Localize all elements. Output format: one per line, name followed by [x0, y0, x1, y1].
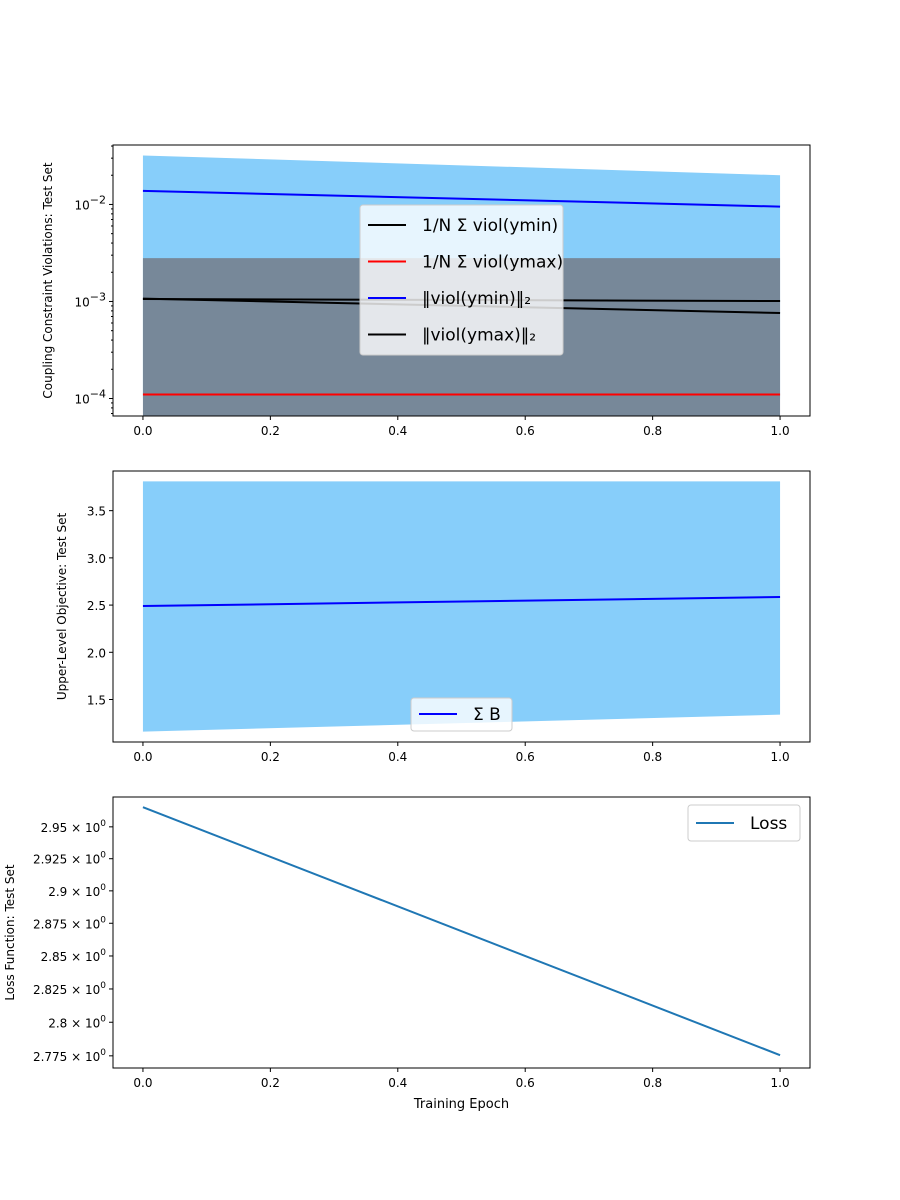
y-tick-label: 1.5	[87, 694, 106, 708]
x-tick-label: 0.8	[643, 424, 662, 438]
series-line-2	[142, 189, 781, 208]
legend-label: ‖viol(ymin)‖₂	[422, 289, 531, 309]
y-tick-label: 3.0	[87, 552, 106, 566]
band-0	[142, 481, 781, 732]
x-tick-label: 0.0	[133, 1076, 152, 1090]
y-ticks: 1.5 2.0 2.5 3.0 3.5	[87, 505, 113, 708]
legend-label: 1/N Σ viol(ymax)	[422, 253, 563, 273]
x-axis-label: Training Epoch	[413, 1097, 509, 1112]
legend-label: ‖viol(ymax)‖₂	[422, 326, 536, 346]
x-tick-label: 1.0	[771, 750, 790, 764]
series-line-0	[142, 596, 781, 608]
legend-label: 1/N Σ viol(ymin)	[422, 216, 558, 236]
y-tick-label: 10−2	[75, 193, 107, 212]
x-tick-label: 1.0	[771, 1076, 790, 1090]
y-tick-label: 2.925 × 100	[33, 851, 106, 867]
x-tick-label: 0.4	[388, 424, 407, 438]
y-axis-label: Upper-Level Objective: Test Set	[55, 513, 69, 701]
y-tick-label: 10−4	[75, 387, 107, 406]
y-tick-label: 2.8 × 100	[48, 1014, 106, 1030]
y-tick-label: 2.85 × 100	[41, 948, 107, 964]
y-tick-label: 2.0	[87, 646, 106, 660]
plot-frame	[112, 144, 811, 417]
x-tick-label: 0.0	[133, 750, 152, 764]
plot-frame	[112, 470, 811, 743]
x-tick-label: 0.8	[643, 1076, 662, 1090]
x-tick-label: 0.2	[261, 750, 280, 764]
legend: Σ B	[410, 697, 513, 732]
x-tick-label: 0.6	[516, 750, 535, 764]
uncertainty-bands	[142, 481, 781, 732]
y-tick-label: 3.5	[87, 505, 106, 519]
legend-label: Σ B	[473, 705, 501, 725]
y-ticks: 10−4 10−3 10−2	[75, 145, 113, 415]
x-tick-label: 0.0	[133, 424, 152, 438]
legend-box	[410, 697, 513, 732]
legend: 1/N Σ viol(ymin) 1/N Σ viol(ymax) ‖viol(ym…	[359, 204, 564, 356]
y-tick-label: 2.5	[87, 599, 106, 613]
x-tick-label: 0.6	[516, 1076, 535, 1090]
y-tick-label: 2.9 × 100	[48, 883, 106, 899]
y-ticks: 2.775 × 100 2.8 × 100 2.825 × 100 2.85 × 10…	[33, 819, 113, 1064]
y-tick-label: 2.825 × 100	[33, 981, 106, 997]
x-tick-label: 0.6	[516, 424, 535, 438]
legend: Loss	[687, 804, 801, 842]
x-tick-label: 0.8	[643, 750, 662, 764]
y-axis-label: Coupling Constraint Violations: Test Set	[41, 162, 55, 399]
series-lines	[142, 596, 781, 608]
y-tick-label: 2.775 × 100	[33, 1048, 106, 1064]
legend-label: Loss	[750, 814, 787, 834]
x-ticks: 0.0 0.2 0.4 0.6 0.8 1.0	[133, 742, 790, 764]
series-lines	[142, 806, 781, 1057]
legend-box	[687, 804, 801, 842]
x-ticks: 0.0 0.2 0.4 0.6 0.8 1.0	[133, 416, 790, 438]
x-tick-label: 0.2	[261, 1076, 280, 1090]
x-tick-label: 0.2	[261, 424, 280, 438]
plot-frame	[112, 796, 811, 1069]
panel-constraint-violations: 0.0 0.2 0.4 0.6 0.8 1.0 10−4 10−3 10−2 Coupling…	[41, 144, 811, 438]
series-line-0	[142, 806, 781, 1057]
panel-upper-level-objective: 0.0 0.2 0.4 0.6 0.8 1.0 1.5 2.0 2.5 3.0 3.5 Upper…	[55, 470, 811, 764]
x-tick-label: 1.0	[771, 424, 790, 438]
x-tick-label: 0.4	[388, 750, 407, 764]
y-axis-label: Loss Function: Test Set	[3, 864, 17, 1000]
x-ticks: 0.0 0.2 0.4 0.6 0.8 1.0	[133, 1068, 790, 1090]
y-tick-label: 2.875 × 100	[33, 915, 106, 931]
y-tick-label: 10−3	[75, 290, 107, 309]
y-tick-label: 2.95 × 100	[41, 819, 107, 835]
x-tick-label: 0.4	[388, 1076, 407, 1090]
legend-box	[359, 204, 564, 356]
